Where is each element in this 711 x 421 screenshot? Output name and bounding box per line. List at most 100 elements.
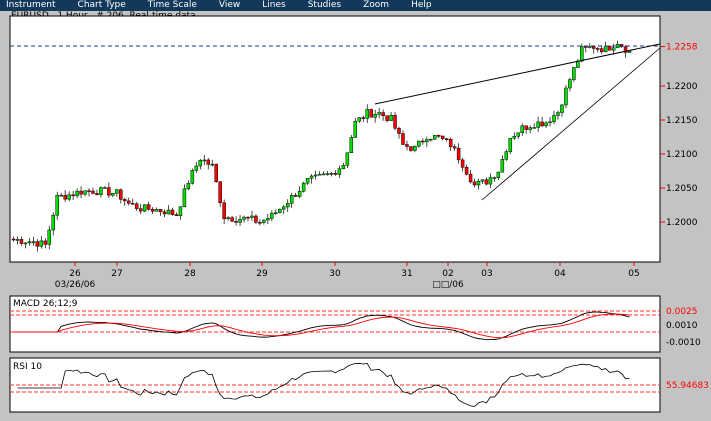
candle (23, 242, 28, 245)
candle (278, 208, 282, 213)
candle (115, 189, 119, 194)
candle (158, 209, 163, 213)
candle (170, 209, 175, 215)
menu-time-scale[interactable]: Time Scale (147, 0, 197, 10)
price-tick-label: 1.2258 (666, 43, 698, 53)
candle (285, 203, 290, 208)
candle (87, 190, 91, 192)
candle (254, 215, 258, 223)
candle (528, 127, 532, 130)
candle (222, 202, 226, 220)
candle (182, 188, 187, 208)
macd-tick: 0.0025 (666, 307, 698, 317)
candle (397, 128, 401, 134)
candle (540, 121, 544, 127)
rsi-value: 55.94683 (666, 381, 709, 391)
candle (214, 163, 218, 183)
candle (43, 240, 48, 245)
macd-signal-line (13, 313, 630, 339)
rsi-line (17, 362, 630, 407)
candle (504, 151, 509, 160)
candle (337, 168, 342, 175)
candle (548, 121, 552, 124)
candle (560, 104, 564, 113)
menu-instrument[interactable]: Instrument (6, 0, 56, 10)
candle (556, 112, 560, 116)
candle (289, 195, 294, 204)
candle (369, 109, 373, 118)
candle (35, 241, 40, 247)
trendline-lower[interactable] (481, 47, 661, 201)
candle (142, 204, 147, 212)
candle (492, 177, 497, 179)
candle (480, 179, 485, 182)
candle (75, 190, 79, 197)
candle (389, 115, 393, 121)
candle (305, 178, 310, 184)
candle (309, 175, 314, 179)
candle (325, 173, 330, 175)
candle (365, 109, 369, 119)
candle (393, 115, 397, 129)
price-tick-label: 1.2100 (666, 150, 698, 160)
candle (627, 50, 632, 53)
candle (508, 137, 513, 152)
candle (134, 203, 139, 209)
candle (210, 163, 214, 166)
candle (460, 159, 465, 168)
candle (353, 120, 358, 138)
candle (564, 87, 568, 106)
candle (190, 170, 195, 184)
candle (385, 115, 389, 121)
candle (440, 135, 445, 139)
candle (166, 209, 171, 215)
candle (361, 117, 365, 119)
date-tick-label: 05 (628, 269, 639, 279)
candle (516, 132, 520, 137)
candle (345, 152, 350, 166)
candle (409, 146, 413, 151)
candle (99, 187, 103, 195)
date-tick-label: 30 (329, 269, 341, 279)
candle (107, 187, 111, 196)
candle (584, 46, 588, 48)
candle (242, 216, 246, 220)
candle (592, 46, 596, 49)
rsi-label: RSI 10 (13, 362, 42, 372)
date-tick-label: 04 (554, 269, 566, 279)
candle (349, 137, 354, 153)
menu-view[interactable]: View (218, 0, 241, 10)
candle (258, 222, 262, 224)
candle (580, 46, 584, 62)
candle (138, 208, 143, 212)
menu-lines[interactable]: Lines (262, 0, 286, 10)
candle (55, 194, 59, 216)
candle (194, 165, 199, 171)
candle (274, 212, 278, 214)
candle (429, 138, 433, 141)
candle (130, 202, 135, 205)
candle (206, 159, 210, 165)
candle (413, 145, 417, 151)
candle (552, 115, 556, 123)
candle (544, 122, 548, 127)
date-tick-label: 27 (111, 269, 122, 279)
candle (226, 217, 230, 220)
candle (218, 181, 222, 204)
candle (111, 192, 115, 196)
menu-zoom[interactable]: Zoom (363, 0, 390, 10)
candle (59, 194, 63, 197)
menu-studies[interactable]: Studies (307, 0, 342, 10)
trendline-upper[interactable] (374, 43, 661, 105)
candle (246, 216, 250, 219)
date-sublabel: 03/26/06 (55, 280, 96, 290)
menu-chart-type[interactable]: Chart Type (77, 0, 126, 10)
macd-panel (9, 295, 661, 353)
candle (123, 199, 127, 202)
menu-help[interactable]: Help (411, 0, 432, 10)
candle (282, 206, 286, 210)
candle (476, 180, 481, 186)
candle (603, 45, 608, 53)
candle (488, 177, 493, 185)
